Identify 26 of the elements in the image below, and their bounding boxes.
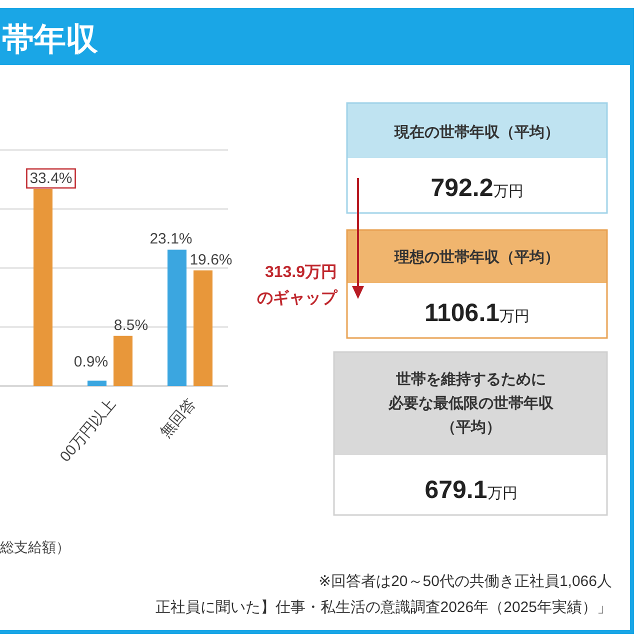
text: 現在の世帯年収（平均） <box>394 124 560 141</box>
text: 792.2万円 <box>430 174 524 202</box>
text: 正社員に聞いた】仕事・私生活の意識調査2026年（2025年実績）」 <box>155 599 612 616</box>
data-label: 0.9% <box>74 354 108 371</box>
data-label: 8.5% <box>114 316 148 334</box>
text: 1106.1万円 <box>424 299 530 327</box>
x-tick-label: 無回答 <box>157 396 200 442</box>
text: （平均） <box>441 419 501 436</box>
text: ※回答者は20～50代の共働き正社員1,066人 <box>318 573 612 590</box>
chart-title: 帯年収 <box>2 21 99 57</box>
bar <box>114 336 132 386</box>
text: のギャップ <box>257 289 338 307</box>
bar <box>34 188 52 386</box>
bar <box>88 380 106 386</box>
text: 必要な最低限の世帯年収 <box>388 395 554 412</box>
x-tick-label: 00万円以上 <box>56 396 120 466</box>
text: 313.9万円 <box>264 264 337 281</box>
text: 679.1万円 <box>424 476 518 504</box>
text: 理想の世帯年収（平均） <box>394 249 560 266</box>
text: 世帯を維持するために <box>395 371 546 388</box>
data-label: 33.4% <box>30 170 72 187</box>
x-axis-title: 総支給額） <box>0 539 70 555</box>
data-label: 19.6% <box>190 251 232 268</box>
bar <box>194 270 212 386</box>
data-label: 23.1% <box>150 230 192 248</box>
bar <box>168 250 186 386</box>
